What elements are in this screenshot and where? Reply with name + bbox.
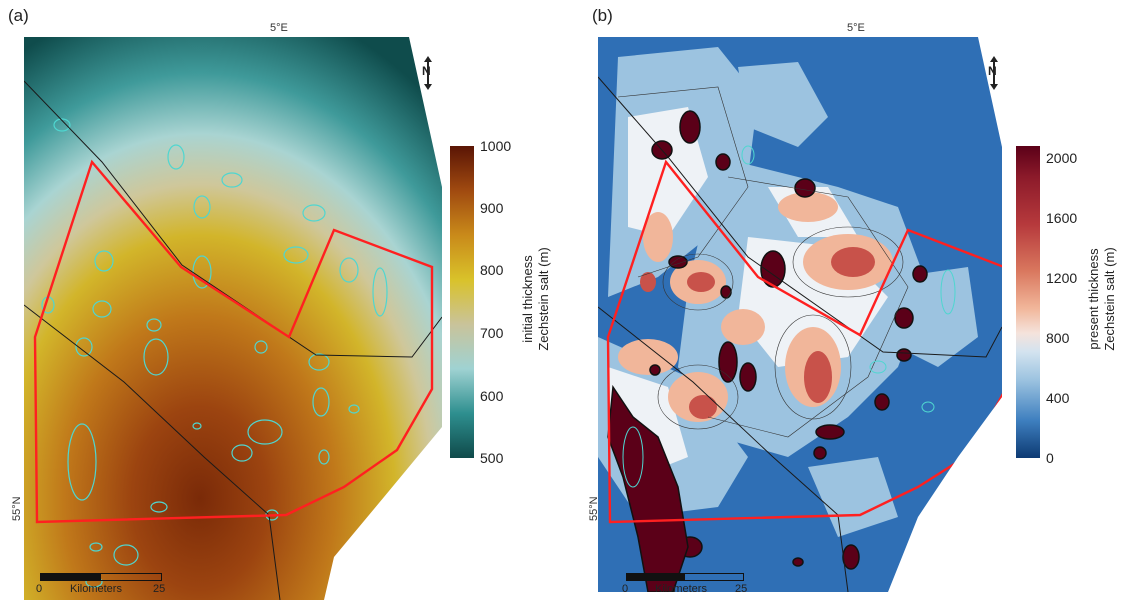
panel-a-tick-1000: 1000 (480, 138, 512, 154)
panel-a-colorbar (450, 146, 474, 458)
panel-a-colorbar-title: initial thickness Zechstein salt (m) (520, 224, 554, 374)
panel-b-north-arrow: N (986, 56, 1002, 93)
panel-b-cyan-contours (622, 145, 956, 488)
panel-a-scale-start: 0 (36, 583, 43, 595)
panel-b-contours (617, 86, 909, 438)
panel-a-colorbar-title-line1: initial thickness (520, 255, 535, 343)
panel-b-tick-1600: 1600 (1046, 210, 1078, 226)
panel-a-label: (a) (8, 6, 29, 25)
panel-a-scale-bar (40, 573, 162, 581)
panel-a-study-area-outline (33, 159, 434, 524)
panel-b-colorbar-title-line2: Zechstein salt (m) (1102, 247, 1117, 351)
panel-b-scale-start: 0 (622, 583, 629, 595)
panel-a-tick-800: 800 (480, 262, 504, 278)
panel-b-colorbar (1016, 146, 1040, 458)
panel-b-scale-end: 25 (735, 583, 748, 595)
panel-a-north-label: N (422, 64, 431, 78)
panel-b-colorbar-title-line1: present thickness (1086, 248, 1101, 350)
panel-a-colorbar-title-line2: Zechstein salt (m) (536, 247, 551, 351)
panel-a-tick-600: 600 (480, 388, 504, 404)
panel-b-colorbar-title: present thickness Zechstein salt (m) (1086, 224, 1120, 374)
panel-a-longitude-label: 5°E (270, 22, 288, 34)
panel-b-scale-unit: Kilometers (655, 583, 707, 595)
panel-b-tick-800: 800 (1046, 330, 1070, 346)
panel-b-tick-1200: 1200 (1046, 270, 1078, 286)
panel-a-tick-500: 500 (480, 450, 504, 466)
panel-b-tick-0: 0 (1046, 450, 1054, 466)
panel-a-tick-900: 900 (480, 200, 504, 216)
panel-b-north-label: N (988, 64, 997, 78)
panel-a-tick-700: 700 (480, 325, 504, 341)
panel-b-map (598, 37, 1002, 592)
panel-a-map (24, 37, 442, 600)
panel-b-scale-bar (626, 573, 744, 581)
panel-b-tick-400: 400 (1046, 390, 1070, 406)
panel-a-scale-unit: Kilometers (70, 583, 122, 595)
panel-b-longitude-label: 5°E (847, 22, 865, 34)
panel-b-tick-2000: 2000 (1046, 150, 1078, 166)
panel-a-north-arrow: N (420, 56, 436, 93)
panel-a-latitude-label: 55°N (11, 496, 23, 521)
panel-a-scale-end: 25 (153, 583, 166, 595)
panel-b-fault-lines (598, 76, 1002, 592)
panel-b-label: (b) (592, 6, 613, 25)
